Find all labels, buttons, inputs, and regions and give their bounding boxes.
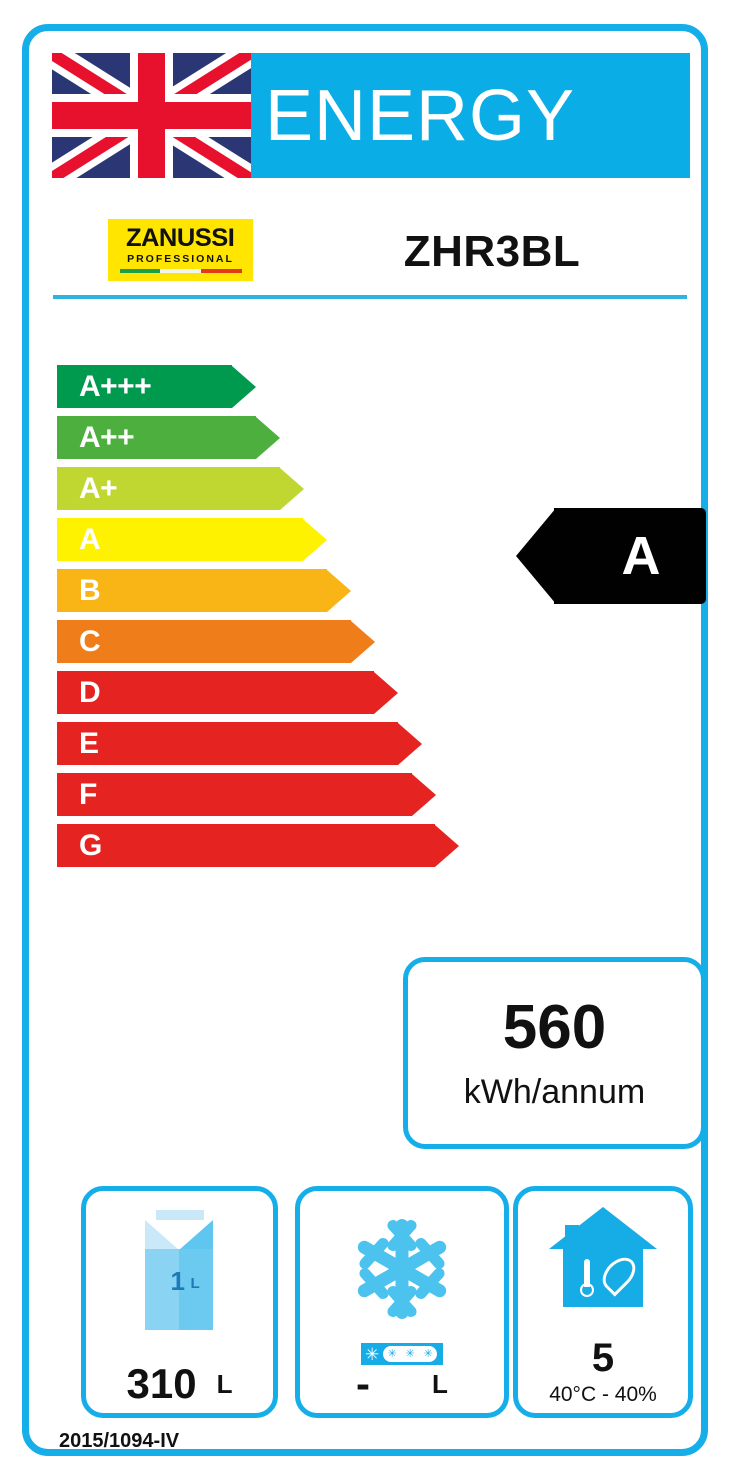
zanussi-logo: ZANUSSI PROFESSIONAL — [108, 219, 253, 281]
bar-label: A++ — [79, 420, 135, 454]
freezer-capacity-unit: L — [432, 1369, 448, 1399]
energy-rating-arrow: A — [516, 508, 706, 604]
bar-body: A+ — [57, 467, 280, 510]
header-divider — [53, 295, 687, 299]
rating-class-label: A — [621, 526, 661, 586]
freezer-capacity-box: ✳ ✳ ✳ ✳ -L — [295, 1186, 509, 1418]
brand-subtitle: PROFESSIONAL — [127, 253, 234, 266]
bar-label: C — [79, 624, 101, 658]
fridge-icon-area: 1 L — [86, 1199, 273, 1339]
bar-body: B — [57, 569, 327, 612]
energy-title: ENERGY — [265, 75, 576, 156]
energy-class-bar-Aplusplusplus: A+++ — [57, 365, 477, 411]
energy-class-bar-B: B — [57, 569, 477, 615]
bar-arrow-tip — [435, 824, 459, 867]
bar-label: A — [79, 522, 101, 556]
energy-class-scale: A+++ A++ A+ A B C D E F G — [57, 365, 477, 875]
italian-flag-icon — [119, 268, 242, 273]
climate-icon-area — [518, 1199, 688, 1315]
energy-label-frame: ENERGY ZANUSSI PROFESSIONAL ZHR3BL A+++ A… — [22, 24, 708, 1456]
bar-label: G — [79, 828, 102, 862]
freezer-capacity-value: - — [356, 1360, 371, 1407]
fridge-capacity-box: 1 L 310 L — [81, 1186, 278, 1418]
freezer-value-area: -L — [300, 1363, 504, 1405]
energy-class-bar-F: F — [57, 773, 477, 819]
bar-label: D — [79, 675, 101, 709]
brand-name: ZANUSSI — [126, 224, 235, 253]
rating-arrow-body: A — [554, 508, 706, 604]
bar-body: C — [57, 620, 351, 663]
freezer-icon-area — [300, 1199, 504, 1339]
bar-arrow-tip — [398, 722, 422, 765]
model-name: ZHR3BL — [403, 227, 581, 276]
bar-arrow-tip — [303, 518, 327, 561]
label-header: ENERGY — [52, 53, 690, 178]
snowflake-icon — [349, 1214, 455, 1324]
bar-label: B — [79, 573, 101, 607]
bar-arrow-tip — [256, 416, 280, 459]
energy-class-bar-Aplus: A+ — [57, 467, 477, 513]
climate-class-value: 5 — [591, 1336, 615, 1380]
bar-label: A+++ — [79, 369, 152, 403]
bar-arrow-tip — [232, 365, 256, 408]
energy-class-bar-E: E — [57, 722, 477, 768]
energy-class-bar-A: A — [57, 518, 477, 564]
energy-class-bar-Aplusplus: A++ — [57, 416, 477, 462]
carton-volume-number: 1 — [170, 1266, 185, 1296]
uk-flag-icon — [52, 53, 251, 178]
fridge-value-area: 310 L — [86, 1363, 273, 1405]
energy-class-bar-G: G — [57, 824, 477, 870]
climate-value-area: 5 40°C - 40% — [518, 1338, 688, 1405]
rating-arrow-tip — [516, 508, 556, 604]
energy-title-band: ENERGY — [251, 53, 690, 178]
freezer-star-rating-badge: ✳ ✳ ✳ ✳ — [361, 1343, 443, 1365]
bar-arrow-tip — [327, 569, 351, 612]
badge-single-star-icon: ✳ — [365, 1344, 380, 1364]
fridge-capacity-value: 310 — [126, 1360, 197, 1407]
bar-label: F — [79, 777, 97, 811]
bar-body: A+++ — [57, 365, 232, 408]
bar-arrow-tip — [351, 620, 375, 663]
bar-arrow-tip — [412, 773, 436, 816]
consumption-value: 560 — [502, 993, 607, 1062]
bar-body: A++ — [57, 416, 256, 459]
bar-label: E — [79, 726, 99, 760]
climate-class-box: 5 40°C - 40% — [513, 1186, 693, 1418]
climate-conditions: 40°C - 40% — [549, 1383, 657, 1406]
badge-star-icon: ✳ — [405, 1347, 415, 1360]
bar-body: E — [57, 722, 398, 765]
milk-carton-icon: 1 L — [141, 1208, 219, 1330]
brand-model-row: ZANUSSI PROFESSIONAL ZHR3BL — [52, 181, 690, 286]
annual-consumption-box: 560 kWh/annum — [403, 957, 706, 1149]
bar-arrow-tip — [280, 467, 304, 510]
house-climate-icon — [549, 1207, 657, 1307]
badge-three-star-pill: ✳ ✳ ✳ — [383, 1346, 438, 1362]
bar-body: A — [57, 518, 303, 561]
capacity-info-row: 1 L 310 L ✳ ✳ ✳ ✳ — [81, 1186, 709, 1418]
bar-arrow-tip — [374, 671, 398, 714]
thermometer-icon — [579, 1259, 595, 1301]
consumption-unit: kWh/annum — [463, 1073, 646, 1111]
badge-star-icon: ✳ — [387, 1347, 397, 1360]
carton-volume-unit: L — [190, 1275, 200, 1292]
bar-body: F — [57, 773, 412, 816]
energy-class-bar-D: D — [57, 671, 477, 717]
fridge-capacity-unit: L — [216, 1369, 233, 1399]
bar-body: D — [57, 671, 374, 714]
regulation-reference: 2015/1094-IV — [59, 1430, 180, 1452]
energy-class-bar-C: C — [57, 620, 477, 666]
bar-label: A+ — [79, 471, 118, 505]
bar-body: G — [57, 824, 435, 867]
badge-star-icon: ✳ — [423, 1347, 433, 1360]
